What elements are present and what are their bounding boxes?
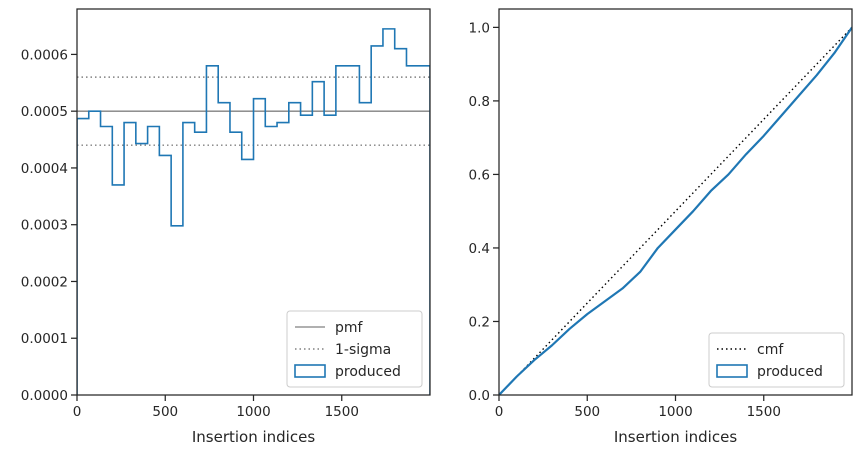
y-tick-label: 0.0001 <box>21 331 68 347</box>
x-tick-label: 1500 <box>325 404 359 420</box>
legend-label: cmf <box>757 342 784 358</box>
legend-label: produced <box>757 364 823 380</box>
x-tick-label: 0 <box>73 404 82 420</box>
y-tick-label: 0.0004 <box>21 161 68 177</box>
y-tick-label: 1.0 <box>469 20 490 36</box>
legend-handle-produced <box>294 364 326 378</box>
x-axis-label: Insertion indices <box>192 428 315 446</box>
y-tick-label: 0.8 <box>469 94 490 110</box>
x-tick-label: 0 <box>495 404 504 420</box>
plot-area <box>77 28 430 395</box>
y-tick-label: 0.0002 <box>21 274 68 290</box>
y-tick-label: 0.6 <box>469 167 490 183</box>
x-tick-label: 1000 <box>658 404 692 420</box>
legend-label: 1-sigma <box>335 342 391 358</box>
y-tick-label: 0.0006 <box>21 47 68 63</box>
y-tick-label: 0.0000 <box>21 388 68 404</box>
y-tick-label: 0.0 <box>469 388 490 404</box>
legend-label: produced <box>335 364 401 380</box>
produced-cdf-line <box>499 26 852 395</box>
plot-area <box>499 26 852 395</box>
x-tick-label: 1500 <box>747 404 781 420</box>
legend-label: pmf <box>335 320 364 336</box>
produced-histogram <box>77 28 430 395</box>
legend-box <box>708 332 845 388</box>
y-tick-label: 0.4 <box>469 241 490 257</box>
y-tick-label: 0.0005 <box>21 104 68 120</box>
x-tick-label: 500 <box>574 404 600 420</box>
legend: pmf 1-sigma produced <box>286 310 423 388</box>
x-axis-label: Insertion indices <box>614 428 737 446</box>
right-panel-cmf: 0 500 1000 1500 0.0 0.2 0.4 0.6 0.8 1.0 Insertion … <box>469 8 853 446</box>
y-tick-label: 0.0003 <box>21 218 68 234</box>
legend-handle-produced <box>716 364 748 378</box>
legend-box <box>286 310 423 388</box>
left-panel-pmf: 0 500 1000 1500 0.0000 0.0001 0.0002 0.0003 0.00… <box>21 8 431 446</box>
y-tick-label: 0.2 <box>469 314 490 330</box>
x-tick-label: 500 <box>152 404 178 420</box>
legend: cmf produced <box>708 332 845 388</box>
x-tick-label: 1000 <box>236 404 270 420</box>
